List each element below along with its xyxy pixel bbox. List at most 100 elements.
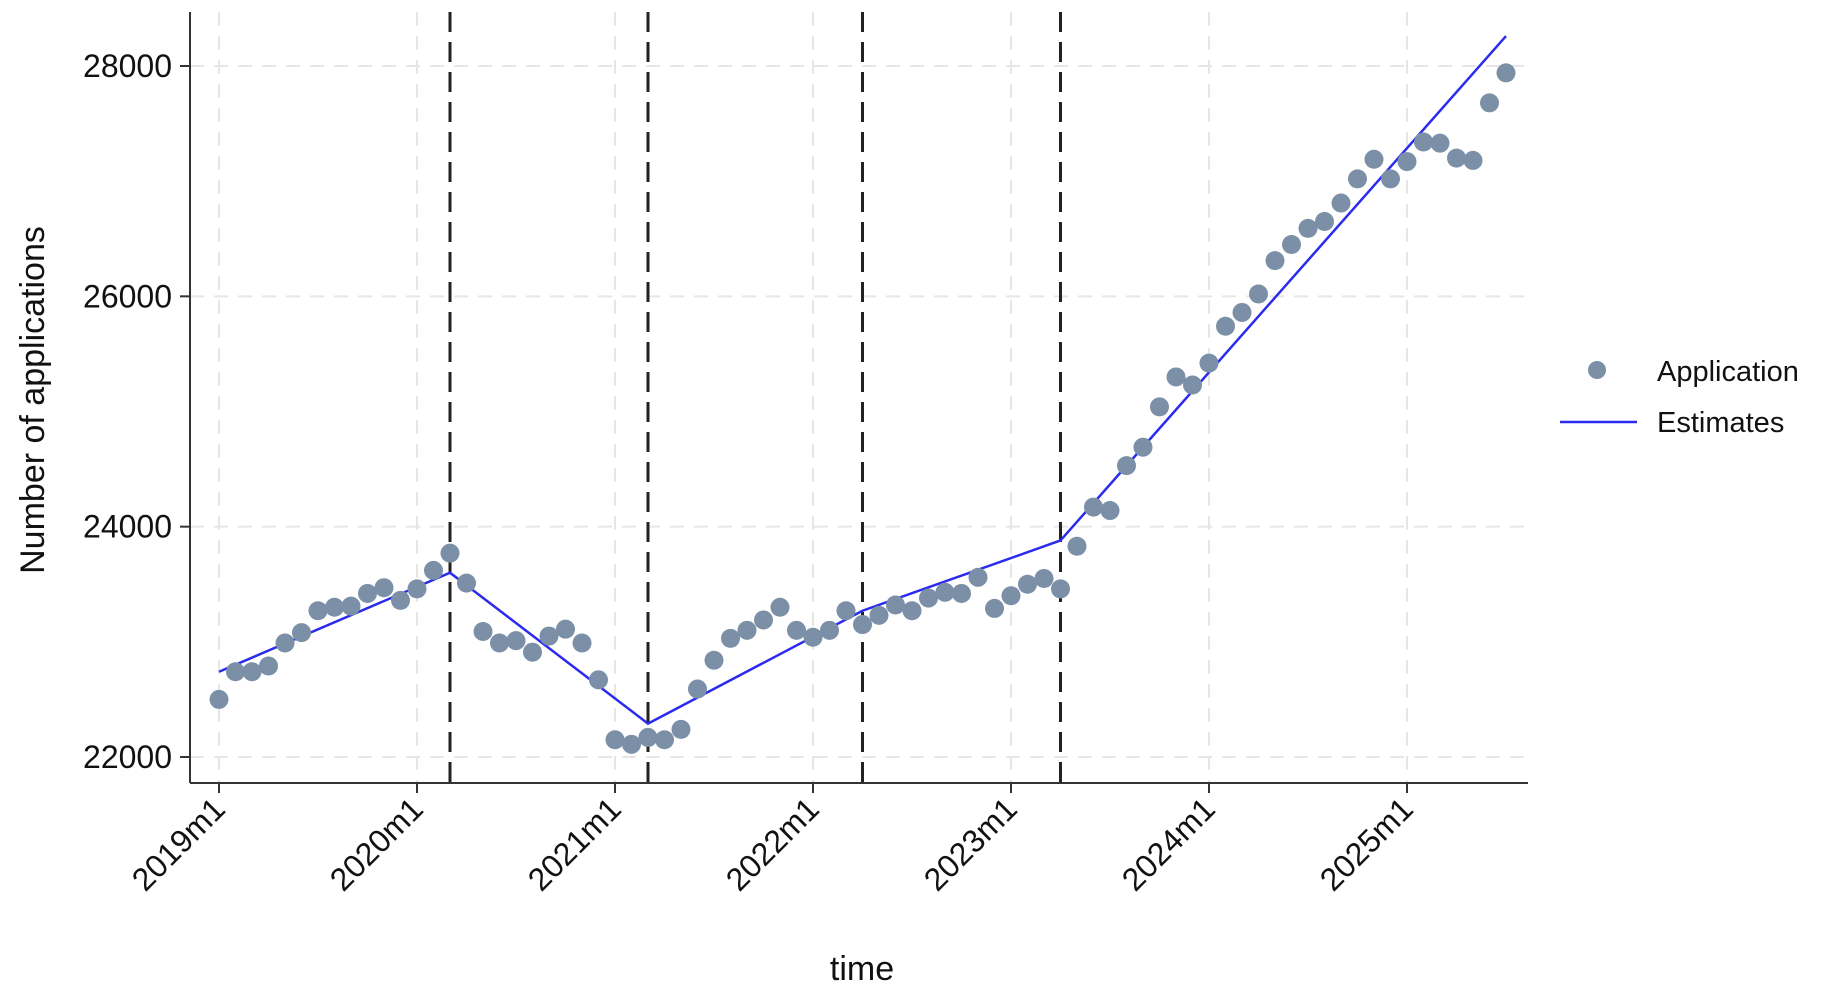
application-point xyxy=(1100,501,1120,521)
application-point xyxy=(1084,497,1103,517)
application-point xyxy=(407,579,427,599)
application-point xyxy=(737,620,757,640)
application-point xyxy=(770,597,790,617)
application-point xyxy=(209,689,229,709)
x-tick-labels: 2019m1 2020m1 2021m1 2022m1 2023m1 2024m1 2025… xyxy=(125,790,1420,897)
application-point xyxy=(1001,586,1021,606)
application-point xyxy=(853,615,872,635)
application-point xyxy=(704,650,724,670)
application-point xyxy=(523,642,542,662)
application-point xyxy=(803,627,823,647)
application-point xyxy=(1298,218,1318,238)
x-tick-label: 2019m1 xyxy=(125,790,232,897)
application-point xyxy=(1117,456,1136,476)
application-point xyxy=(556,619,575,639)
application-point xyxy=(391,590,410,610)
application-point xyxy=(341,596,361,616)
application-point xyxy=(1150,397,1169,417)
application-point xyxy=(985,598,1004,618)
application-point xyxy=(325,597,344,617)
application-point xyxy=(490,633,509,653)
application-point xyxy=(721,628,740,648)
y-tick-label: 24000 xyxy=(83,509,172,545)
application-point xyxy=(1216,316,1235,336)
axes xyxy=(180,12,1528,793)
application-point xyxy=(1397,152,1417,172)
application-point xyxy=(473,621,493,641)
application-point xyxy=(1249,284,1268,304)
application-point xyxy=(886,595,905,615)
application-point xyxy=(1133,437,1153,457)
application-point xyxy=(688,679,707,699)
legend-application-label: Application xyxy=(1657,356,1799,388)
application-point xyxy=(259,656,278,676)
y-tick-label: 22000 xyxy=(83,739,172,775)
x-tick-label: 2020m1 xyxy=(323,790,430,897)
grid xyxy=(190,12,1528,783)
application-point xyxy=(1447,148,1466,168)
application-point xyxy=(440,543,460,563)
x-tick-label: 2022m1 xyxy=(719,790,826,897)
application-point xyxy=(1381,169,1400,189)
application-point xyxy=(292,623,311,643)
application-point xyxy=(952,583,971,603)
application-point xyxy=(424,560,443,580)
application-point xyxy=(1315,211,1334,231)
application-point xyxy=(457,573,476,593)
application-point xyxy=(1034,568,1054,588)
application-point xyxy=(1166,367,1186,387)
x-tick-label: 2025m1 xyxy=(1313,790,1420,897)
x-tick-label: 2023m1 xyxy=(917,790,1024,897)
application-point xyxy=(638,727,658,747)
application-point xyxy=(754,610,773,630)
application-point xyxy=(1199,353,1219,373)
application-point xyxy=(655,730,674,750)
x-tick-label: 2024m1 xyxy=(1115,790,1222,897)
application-point xyxy=(374,578,394,598)
application-point xyxy=(1463,150,1483,170)
application-point xyxy=(572,633,592,653)
application-point xyxy=(589,670,608,690)
x-tick-label: 2021m1 xyxy=(521,790,628,897)
application-point xyxy=(869,605,889,625)
application-point xyxy=(820,620,839,640)
y-tick-label: 26000 xyxy=(83,278,172,314)
application-point xyxy=(358,583,377,603)
application-point xyxy=(1051,579,1070,599)
application-point xyxy=(506,631,526,651)
application-point xyxy=(242,662,262,682)
application-point xyxy=(968,567,988,587)
application-point xyxy=(1430,133,1450,153)
legend-estimates-label: Estimates xyxy=(1657,407,1784,439)
application-point xyxy=(622,734,641,754)
application-point xyxy=(1282,235,1301,255)
application-point xyxy=(1414,132,1433,152)
application-point xyxy=(1480,93,1499,113)
legend-application-marker xyxy=(1588,361,1606,379)
application-point xyxy=(1018,574,1037,594)
y-axis-title: Number of applications xyxy=(14,226,52,574)
application-point xyxy=(1265,251,1285,271)
application-point xyxy=(1348,169,1367,189)
application-point xyxy=(836,601,856,621)
application-point xyxy=(539,626,559,646)
x-axis-title: time xyxy=(830,950,894,988)
application-point xyxy=(226,662,245,682)
application-point xyxy=(1496,63,1516,83)
y-tick-label: 28000 xyxy=(83,48,172,84)
application-point xyxy=(1183,375,1202,395)
vertical-lines xyxy=(448,12,1062,783)
application-point xyxy=(1364,149,1384,169)
application-point xyxy=(605,730,625,750)
legend: Application Estimates xyxy=(1560,356,1799,439)
application-point xyxy=(919,588,938,608)
application-point xyxy=(671,719,691,739)
y-tick-labels: 22000 24000 26000 28000 xyxy=(83,48,172,775)
application-point xyxy=(902,601,922,621)
application-point xyxy=(308,601,328,621)
application-point xyxy=(1232,302,1252,322)
application-point xyxy=(787,620,806,640)
application-series xyxy=(209,63,1516,754)
application-point xyxy=(1067,536,1087,556)
